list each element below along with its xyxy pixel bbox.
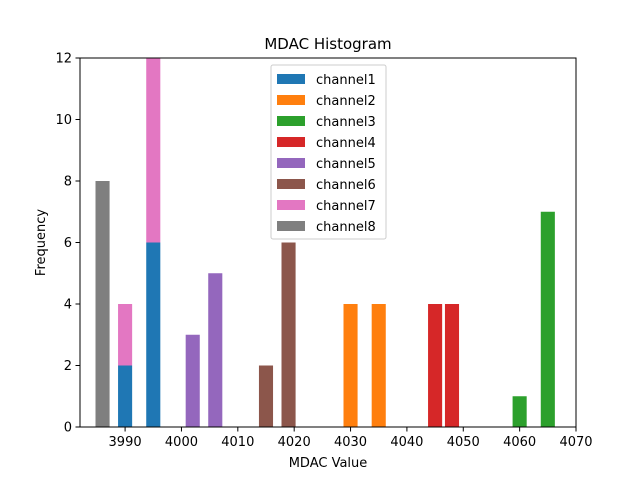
x-tick-label: 4060 bbox=[503, 435, 536, 450]
legend: channel1 channel2 channel3 channel4 channel5… bbox=[270, 64, 387, 240]
legend-label-channel6: channel6 bbox=[316, 178, 376, 193]
y-tick-label: 12 bbox=[55, 52, 72, 67]
bar-channel2-0 bbox=[343, 304, 358, 427]
bar-channel3-1 bbox=[540, 211, 555, 427]
chart-title: MDAC Histogram bbox=[264, 35, 391, 53]
x-tick-label: 3990 bbox=[109, 435, 142, 450]
legend-label-channel1: channel1 bbox=[316, 73, 376, 88]
bar-channel4-1 bbox=[444, 304, 460, 427]
x-tick-label: 4020 bbox=[278, 435, 311, 450]
bar-channel7-1 bbox=[146, 58, 161, 243]
y-tick-label: 2 bbox=[64, 359, 72, 374]
y-axis: 0 2 4 6 8 10 12 bbox=[55, 52, 80, 436]
y-tick-label: 8 bbox=[64, 175, 72, 190]
y-tick-label: 0 bbox=[64, 421, 72, 436]
y-tick-label: 4 bbox=[64, 298, 72, 313]
legend-label-channel7: channel7 bbox=[316, 199, 376, 214]
bar-channel4-0 bbox=[428, 304, 443, 427]
legend-swatch-channel5 bbox=[277, 158, 305, 168]
legend-swatch-channel8 bbox=[277, 221, 305, 231]
bar-channel8-0 bbox=[95, 181, 110, 427]
x-axis: 3990 4000 4010 4020 4030 4040 4050 4060 4070 bbox=[109, 427, 593, 450]
bar-channel2-1 bbox=[371, 304, 386, 427]
y-axis-title: Frequency bbox=[34, 209, 49, 276]
legend-swatch-channel6 bbox=[277, 179, 305, 189]
legend-swatch-channel2 bbox=[277, 95, 305, 105]
bar-channel1-1 bbox=[146, 242, 161, 427]
y-tick-label: 10 bbox=[55, 113, 72, 128]
bar-channel3-0 bbox=[512, 396, 527, 427]
bar-channel1-0 bbox=[118, 365, 133, 427]
bar-channel5-0 bbox=[185, 334, 200, 427]
x-tick-label: 4030 bbox=[334, 435, 367, 450]
x-axis-title: MDAC Value bbox=[289, 456, 368, 471]
bar-channel7-0 bbox=[118, 304, 133, 366]
x-tick-label: 4040 bbox=[390, 435, 423, 450]
x-tick-label: 4010 bbox=[221, 435, 254, 450]
bars-layer bbox=[95, 58, 555, 427]
bar-channel5-1 bbox=[208, 273, 223, 427]
legend-label-channel2: channel2 bbox=[316, 94, 376, 109]
legend-swatch-channel7 bbox=[277, 200, 305, 210]
x-tick-label: 4050 bbox=[447, 435, 480, 450]
legend-label-channel8: channel8 bbox=[316, 220, 376, 235]
bar-channel6-1 bbox=[281, 242, 296, 427]
legend-swatch-channel1 bbox=[277, 74, 305, 84]
legend-label-channel5: channel5 bbox=[316, 157, 376, 172]
bar-channel6-0 bbox=[258, 365, 274, 427]
legend-swatch-channel4 bbox=[277, 137, 305, 147]
legend-label-channel4: channel4 bbox=[316, 136, 376, 151]
legend-label-channel3: channel3 bbox=[316, 115, 376, 130]
x-tick-label: 4000 bbox=[165, 435, 198, 450]
x-tick-label: 4070 bbox=[559, 435, 592, 450]
y-tick-label: 6 bbox=[64, 236, 72, 251]
legend-box bbox=[270, 64, 387, 240]
legend-swatch-channel3 bbox=[277, 116, 305, 126]
